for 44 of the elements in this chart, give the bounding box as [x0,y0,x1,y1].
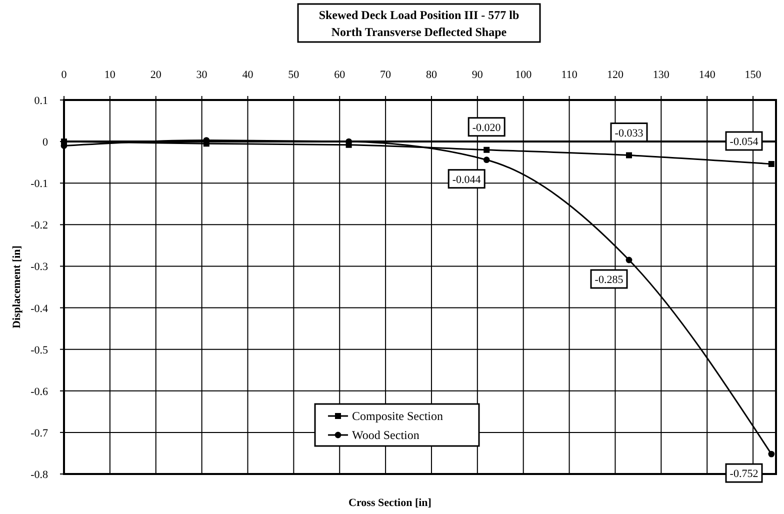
point [768,450,775,458]
x-tick-label: 40 [242,69,254,81]
chart-subtitle: North Transverse Deflected Shape [331,25,508,39]
data-label: -0.054 [730,136,759,148]
y-tick-label: -0.6 [30,386,48,398]
x-tick-label: 90 [472,69,484,81]
x-tick-label: 50 [288,69,300,81]
point [768,160,774,167]
y-tick-label: 0 [42,136,48,149]
data-label: -0.285 [594,274,624,286]
y-tick-label: -0.3 [30,261,48,274]
x-tick-label: 110 [561,69,578,81]
y-tick-label: -0.2 [30,220,48,232]
legend-label: Wood Section [352,428,420,442]
data-label: -0.033 [614,127,644,140]
point [626,256,632,264]
x-tick-label: 30 [196,69,208,81]
y-tick-label: 0.1 [34,95,48,107]
y-tick-label: -0.4 [30,302,48,315]
x-tick-label: 60 [334,69,346,81]
data-label: -0.044 [452,174,482,186]
y-tick-label: -0.7 [30,427,48,440]
y-tick-label: -0.5 [30,344,48,356]
x-tick-label: 100 [515,69,532,81]
x-axis-title: Cross Section [in] [348,497,432,509]
x-tick-label: 20 [150,69,162,81]
data-label: -0.752 [730,468,758,480]
y-tick-label: -0.1 [30,178,48,190]
y-tick-label: -0.8 [30,469,48,481]
x-tick-label: 140 [698,69,716,81]
chart-title: Skewed Deck Load Position III - 577 lb [318,8,520,22]
x-tick-label: 120 [606,69,624,81]
point [484,146,490,153]
x-tick-label: 10 [104,69,116,81]
point [626,152,632,158]
x-tick-label: 130 [652,69,670,81]
data-label: -0.020 [472,122,502,134]
x-tick-label: 150 [744,69,762,81]
x-tick-label: 80 [426,69,438,81]
legend-label: Composite Section [352,409,443,423]
y-axis-title: Displacement [in] [11,246,23,328]
x-tick-label: 70 [380,69,392,81]
point [483,156,490,164]
x-tick-label: 0 [61,69,68,81]
